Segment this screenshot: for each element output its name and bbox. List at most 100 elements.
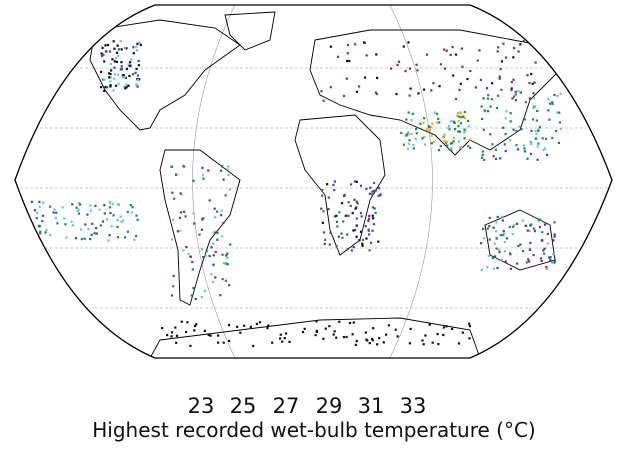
- station-marker: [191, 260, 194, 264]
- station-marker: [406, 147, 409, 150]
- station-marker: [534, 129, 537, 132]
- station-marker: [504, 260, 507, 263]
- station-marker: [396, 335, 399, 338]
- station-marker: [137, 64, 141, 67]
- station-marker: [372, 223, 376, 226]
- station-marker: [333, 180, 336, 183]
- station-marker: [540, 259, 543, 263]
- station-marker: [112, 40, 115, 43]
- station-marker: [109, 80, 112, 83]
- station-marker: [529, 241, 532, 245]
- station-marker: [113, 60, 117, 63]
- station-marker: [503, 250, 507, 253]
- station-marker: [115, 51, 119, 54]
- station-marker: [543, 252, 546, 255]
- station-marker: [414, 137, 417, 141]
- station-marker: [352, 321, 355, 324]
- station-marker: [478, 49, 481, 52]
- station-marker: [348, 59, 351, 63]
- station-marker: [374, 189, 377, 192]
- station-marker: [528, 260, 531, 263]
- station-marker: [415, 132, 418, 135]
- station-marker: [525, 261, 528, 264]
- station-marker: [527, 258, 530, 261]
- station-marker: [347, 214, 350, 217]
- station-marker: [25, 233, 28, 236]
- station-marker: [422, 88, 426, 91]
- station-marker: [532, 227, 536, 230]
- station-marker: [39, 232, 42, 235]
- station-marker: [537, 142, 540, 145]
- station-marker: [414, 128, 418, 131]
- station-marker: [407, 133, 410, 136]
- station-marker: [132, 52, 135, 55]
- station-marker: [324, 238, 327, 242]
- station-marker: [445, 49, 448, 52]
- station-marker: [108, 50, 112, 53]
- station-marker: [483, 158, 486, 162]
- tick-label: 23: [187, 394, 215, 418]
- station-marker: [522, 144, 525, 147]
- station-marker: [539, 257, 542, 260]
- station-marker: [505, 237, 509, 240]
- station-marker: [371, 206, 375, 209]
- station-marker: [528, 97, 531, 100]
- station-marker: [541, 231, 544, 234]
- station-marker: [485, 87, 489, 90]
- station-marker: [514, 93, 517, 96]
- station-marker: [101, 54, 104, 58]
- station-marker: [459, 116, 462, 119]
- station-marker: [546, 232, 549, 236]
- station-marker: [486, 265, 489, 269]
- station-marker: [303, 327, 306, 330]
- station-marker: [135, 67, 138, 71]
- station-marker: [179, 229, 182, 232]
- station-marker: [200, 295, 203, 299]
- station-marker: [166, 333, 169, 337]
- station-marker: [125, 47, 128, 50]
- station-marker: [103, 204, 106, 207]
- colorbar-title: Highest recorded wet-bulb temperature (°…: [92, 418, 536, 442]
- station-marker: [226, 256, 229, 259]
- station-marker: [355, 217, 358, 220]
- station-marker: [487, 254, 490, 257]
- station-marker: [346, 52, 349, 55]
- station-marker: [320, 207, 323, 210]
- station-marker: [33, 209, 36, 212]
- station-marker: [549, 258, 552, 261]
- station-marker: [405, 134, 408, 137]
- station-marker: [442, 136, 445, 139]
- station-marker: [337, 235, 341, 238]
- station-marker: [553, 235, 556, 238]
- south-america: [159, 149, 241, 306]
- station-marker: [128, 64, 131, 68]
- station-marker: [480, 105, 483, 108]
- station-marker: [529, 140, 532, 143]
- station-marker: [395, 92, 398, 96]
- station-marker: [544, 147, 547, 150]
- station-marker: [520, 128, 523, 131]
- station-marker: [42, 214, 45, 217]
- station-marker: [494, 157, 498, 161]
- station-marker: [109, 84, 112, 87]
- station-marker: [379, 193, 382, 196]
- station-marker: [104, 50, 108, 53]
- station-marker: [342, 336, 345, 339]
- station-marker: [402, 143, 406, 146]
- station-marker: [505, 110, 508, 113]
- station-marker: [513, 223, 516, 226]
- station-marker: [512, 225, 515, 228]
- station-marker: [214, 276, 217, 279]
- station-marker: [528, 81, 531, 85]
- station-marker: [136, 74, 140, 77]
- station-marker: [221, 253, 224, 256]
- station-marker: [38, 206, 41, 209]
- station-marker: [202, 217, 205, 220]
- station-marker: [430, 89, 433, 92]
- station-marker: [492, 267, 496, 270]
- station-marker: [129, 203, 132, 207]
- station-marker: [536, 158, 539, 161]
- station-marker: [328, 325, 331, 328]
- station-marker: [461, 331, 464, 334]
- station-marker: [94, 204, 97, 208]
